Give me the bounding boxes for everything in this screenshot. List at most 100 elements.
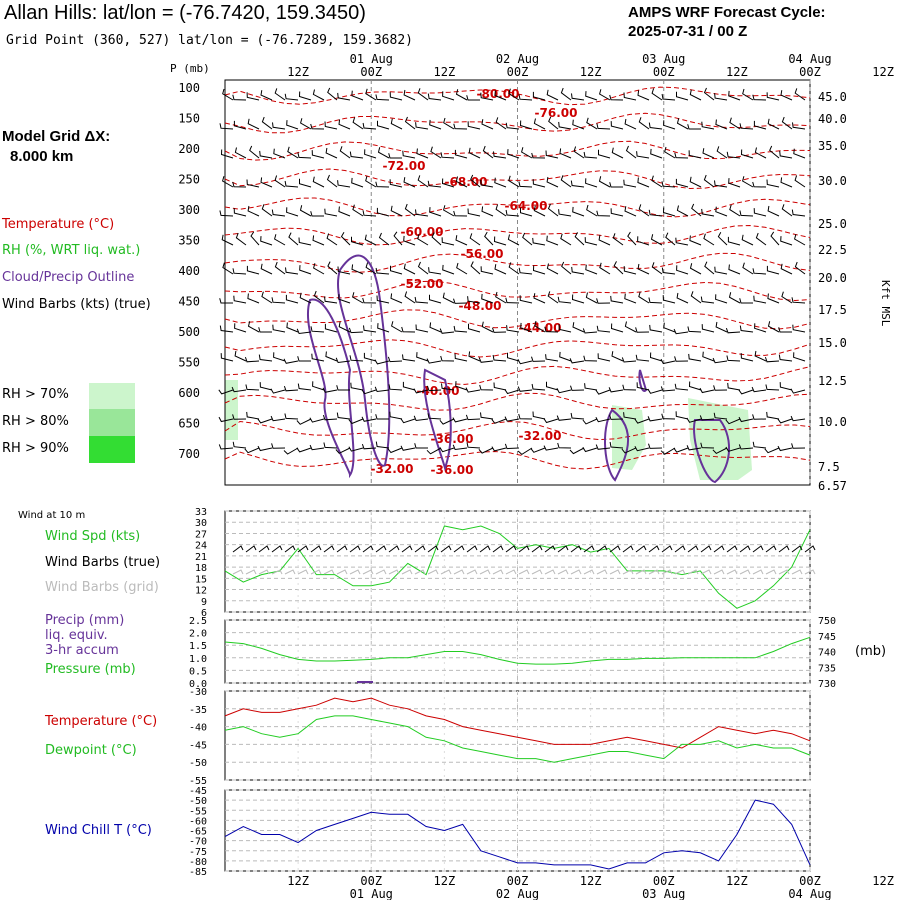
wind-barb bbox=[793, 148, 806, 159]
wind-barb bbox=[285, 267, 299, 275]
temperature-contour-label: -80.00 bbox=[477, 87, 520, 101]
wind-barb bbox=[701, 121, 715, 130]
wind-barb bbox=[781, 291, 793, 304]
pressure-tick-label: 450 bbox=[178, 295, 200, 309]
wind-barb bbox=[219, 210, 234, 217]
wind-barb bbox=[327, 87, 338, 101]
wind-barb bbox=[403, 235, 416, 246]
surface-grid-wind-barb bbox=[661, 569, 673, 575]
wind-barb bbox=[466, 442, 481, 449]
surface-wind-barb bbox=[401, 545, 413, 553]
pressure-tick-label: 745 bbox=[818, 632, 836, 643]
surface-grid-wind-barb bbox=[492, 569, 504, 575]
wind-barb bbox=[352, 204, 364, 217]
wind-barb bbox=[257, 445, 273, 452]
wind-barb bbox=[739, 325, 754, 333]
wind-barb bbox=[793, 352, 806, 362]
surface-grid-wind-barb bbox=[336, 569, 348, 575]
wind-barb bbox=[791, 297, 806, 304]
wind-barb bbox=[688, 150, 702, 159]
wind-barb bbox=[375, 181, 390, 188]
legend-cloud: Cloud/Precip Outline bbox=[2, 270, 135, 285]
wind-barb bbox=[467, 208, 481, 217]
wind-barb bbox=[780, 90, 793, 101]
wind-barb bbox=[508, 88, 520, 101]
wind-barb bbox=[417, 175, 429, 188]
wind-barb bbox=[584, 237, 598, 246]
wind-barb bbox=[738, 416, 754, 423]
wind-barb bbox=[688, 353, 702, 362]
height-axis-label: Kft MSL bbox=[879, 280, 892, 327]
wind-barb bbox=[257, 418, 273, 424]
wind-barb bbox=[235, 232, 247, 246]
surface-wind-barb bbox=[544, 545, 556, 553]
wind-barb bbox=[638, 204, 650, 217]
wind-barb bbox=[376, 207, 390, 217]
wind-barb bbox=[260, 177, 273, 188]
surface-grid-wind-barb bbox=[466, 569, 478, 575]
temperature-contour-label: -44.00 bbox=[519, 321, 562, 335]
wind-barb bbox=[623, 92, 637, 101]
wind-barb bbox=[218, 416, 234, 423]
surface-wind-barb bbox=[284, 545, 296, 553]
height-tick-label: 6.57 bbox=[818, 479, 847, 493]
wind-barb bbox=[335, 447, 351, 454]
wind-barb bbox=[494, 90, 507, 101]
wind-barb bbox=[335, 357, 351, 364]
surface-grid-wind-barb bbox=[752, 569, 764, 575]
wind-barb bbox=[650, 234, 663, 246]
wind-barb bbox=[686, 417, 702, 423]
wind-barb bbox=[596, 123, 611, 130]
wind-barb bbox=[285, 294, 299, 304]
wind-barb bbox=[361, 416, 377, 422]
wind-barb bbox=[219, 325, 234, 333]
wind-barb bbox=[270, 415, 286, 422]
wind-barb bbox=[272, 122, 286, 130]
wind-barb bbox=[726, 151, 741, 159]
wind-barb bbox=[338, 294, 351, 304]
wind-barb bbox=[662, 295, 676, 304]
surface-wind-barb bbox=[661, 545, 673, 553]
wind-barb bbox=[728, 178, 741, 188]
wind-barb bbox=[232, 268, 247, 275]
surface-wind-barb bbox=[700, 545, 712, 553]
wind-barb bbox=[714, 180, 728, 188]
wind-barb bbox=[637, 177, 650, 188]
wind-barb bbox=[259, 150, 273, 159]
wind-barb bbox=[402, 354, 416, 362]
wind-speed-panel-tick-label: 15 bbox=[195, 574, 207, 585]
height-tick-label: 17.5 bbox=[818, 303, 847, 317]
wind-barb bbox=[689, 89, 702, 101]
height-tick-label: 30.0 bbox=[818, 174, 847, 188]
wind-barb bbox=[687, 124, 701, 130]
wind-barb bbox=[505, 209, 520, 217]
wind-barb bbox=[348, 418, 364, 425]
wind-barb bbox=[765, 384, 780, 391]
surface-grid-wind-barb bbox=[362, 569, 374, 575]
wind-barb bbox=[764, 447, 780, 454]
surface-wind-barb bbox=[492, 545, 504, 553]
wind-barb bbox=[558, 121, 572, 130]
surface-grid-wind-barb bbox=[635, 569, 647, 575]
wind-barb bbox=[429, 322, 442, 333]
wind-barb bbox=[780, 177, 793, 188]
wind-speed-line bbox=[224, 525, 811, 609]
wind-barb bbox=[713, 412, 728, 420]
wind-barb bbox=[611, 351, 624, 362]
pressure-tick-label: 600 bbox=[178, 386, 200, 400]
wind-barb bbox=[596, 210, 611, 217]
surface-grid-wind-barb bbox=[245, 569, 257, 575]
wind-barb bbox=[351, 90, 364, 101]
wind-barb bbox=[271, 297, 286, 304]
surface-grid-wind-barb bbox=[258, 569, 270, 575]
wind-barb bbox=[443, 205, 455, 217]
wind-barb bbox=[393, 231, 403, 246]
temperature-panel-tick-label: -30 bbox=[189, 687, 207, 698]
wind-barb bbox=[221, 234, 234, 246]
wind-barb bbox=[390, 118, 403, 130]
wind-barb bbox=[364, 234, 377, 246]
wind-barb bbox=[453, 298, 468, 304]
wind-barb bbox=[247, 205, 260, 217]
forecast-cycle-label: AMPS WRF Forecast Cycle: bbox=[628, 4, 826, 21]
wind-barb bbox=[375, 94, 390, 101]
